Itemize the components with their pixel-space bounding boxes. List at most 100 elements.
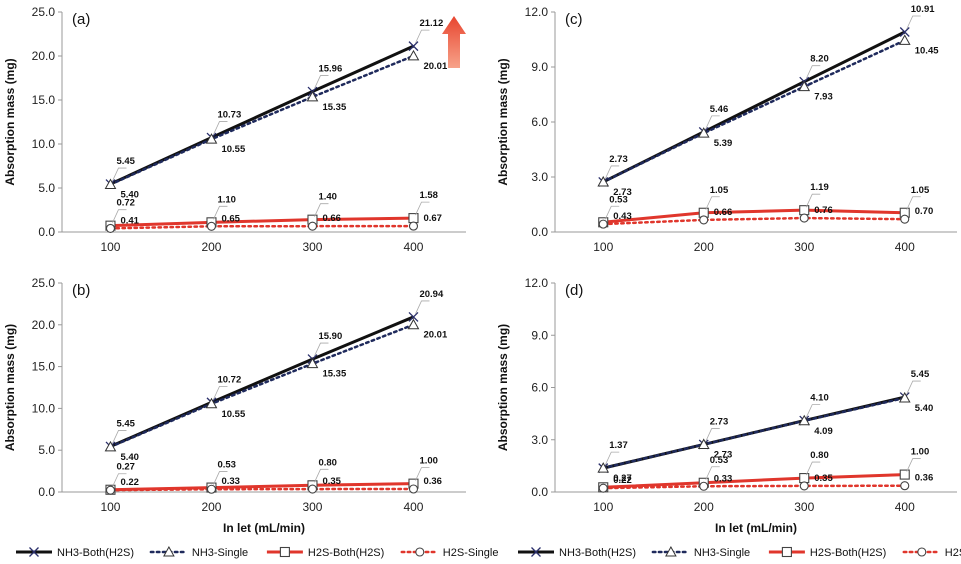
data-point xyxy=(699,481,709,491)
up-arrow-icon xyxy=(442,16,466,68)
data-label: 0.27 xyxy=(116,462,135,473)
data-point xyxy=(408,311,419,322)
data-label: 7.93 xyxy=(814,92,833,103)
legend-label: H2S-Single xyxy=(945,547,961,559)
legend-marker xyxy=(415,547,425,557)
y-tick-label: 6.0 xyxy=(531,115,548,129)
data-point xyxy=(799,473,810,484)
data-point xyxy=(105,223,116,233)
x-tick-label: 400 xyxy=(403,500,423,514)
data-label: 0.53 xyxy=(217,460,236,471)
label-leader xyxy=(604,451,620,466)
data-label: 0.22 xyxy=(613,475,632,486)
data-label: 1.19 xyxy=(810,182,829,193)
series-nh3-single xyxy=(109,323,415,449)
data-point xyxy=(798,80,811,92)
data-label: 8.20 xyxy=(810,54,829,65)
data-label: 2.73 xyxy=(613,187,632,198)
data-label: 1.00 xyxy=(419,456,438,467)
label-leader xyxy=(415,300,430,315)
data-point xyxy=(898,391,911,403)
label-leader xyxy=(112,167,127,182)
label-leader xyxy=(314,468,329,483)
series-markers: 0.53 1.05 1.19 1.05 xyxy=(598,182,930,228)
label-leader xyxy=(112,430,127,444)
y-tick-label: 0.0 xyxy=(531,225,548,239)
data-label: 4.10 xyxy=(810,393,829,404)
data-label: 0.53 xyxy=(710,455,729,466)
legend-marker xyxy=(665,545,677,557)
data-label: 10.55 xyxy=(221,409,245,420)
series-line xyxy=(110,216,414,228)
legend-label: H2S-Single xyxy=(443,547,499,559)
data-label: 10.72 xyxy=(217,374,241,385)
series-markers: 2.73 5.39 7.93 10.45 xyxy=(597,34,939,198)
data-point xyxy=(306,357,319,369)
legend-item: NH3-Single xyxy=(651,545,750,559)
legend-item: H2S-Both(H2S) xyxy=(266,546,384,559)
series-line xyxy=(109,224,415,230)
series-line xyxy=(109,54,415,186)
data-label: 15.96 xyxy=(318,64,342,75)
data-point xyxy=(407,318,420,330)
data-label: 1.05 xyxy=(710,185,729,196)
data-point xyxy=(306,90,319,102)
series-line xyxy=(603,473,905,489)
panel-label: (d) xyxy=(565,282,583,299)
label-leader xyxy=(805,193,821,208)
label-leader xyxy=(112,209,127,223)
data-label: 5.45 xyxy=(911,369,930,380)
legend-left: NH3-Both(H2S) NH3-Single H2S-Both(H2S) H2S-… xyxy=(16,545,499,559)
data-label: 0.80 xyxy=(318,457,337,468)
data-label: 5.45 xyxy=(116,156,135,167)
data-label: 0.43 xyxy=(613,211,632,222)
legend-label: H2S-Both(H2S) xyxy=(308,547,384,559)
data-label: 5.39 xyxy=(714,138,733,149)
x-tick-label: 200 xyxy=(201,500,221,514)
y-tick-label: 5.0 xyxy=(38,181,55,195)
legend-item: H2S-Both(H2S) xyxy=(768,546,886,559)
series-line xyxy=(109,487,415,492)
data-point xyxy=(697,438,710,449)
y-tick-label: 15.0 xyxy=(32,360,56,374)
legend-item: H2S-Single xyxy=(902,547,961,559)
legend-label: NH3-Single xyxy=(694,547,750,559)
legend-marker xyxy=(163,545,175,557)
label-leader xyxy=(906,15,921,30)
label-leader xyxy=(415,29,430,44)
x-tick-label: 400 xyxy=(895,500,915,514)
legend-right: NH3-Both(H2S) NH3-Single H2S-Both(H2S) H2S-… xyxy=(518,545,961,559)
data-point xyxy=(899,27,910,37)
data-point xyxy=(898,34,911,45)
series-line xyxy=(601,396,906,470)
data-point xyxy=(206,221,217,231)
y-tick-label: 0.0 xyxy=(531,485,548,499)
label-leader xyxy=(415,201,430,216)
data-label: 15.90 xyxy=(318,331,342,342)
data-label: 2.73 xyxy=(609,154,628,165)
x-tick-label: 300 xyxy=(302,500,322,514)
chart-panel-d: 0.0 3.0 6.0 9.0 12.0 100 200 300 400 Absorption m… xyxy=(496,276,957,535)
series-nh3-single xyxy=(601,396,906,470)
y-tick-label: 10.0 xyxy=(32,401,56,415)
data-point xyxy=(697,127,710,138)
data-label: 0.67 xyxy=(423,213,442,224)
y-tick-label: 12.0 xyxy=(525,5,549,19)
chart-panel-a: 0.0 5.0 10.0 15.0 20.0 25.0 100 200 300 400 Absorp… xyxy=(3,5,466,254)
data-point xyxy=(407,49,420,61)
data-label: 0.41 xyxy=(120,215,139,226)
data-point xyxy=(598,483,608,493)
data-label: 20.94 xyxy=(419,289,443,300)
y-axis-title: Absorption mass (mg) xyxy=(3,324,17,451)
series-h2s-bothh2s xyxy=(603,208,905,224)
data-label: 1.58 xyxy=(419,190,438,201)
series-h2s-bothh2s xyxy=(603,473,905,489)
x-tick-label: 300 xyxy=(794,500,814,514)
label-leader xyxy=(604,205,620,220)
data-point xyxy=(205,133,218,144)
data-label: 1.37 xyxy=(609,440,628,451)
legend-item: NH3-Both(H2S) xyxy=(16,547,134,559)
y-tick-label: 3.0 xyxy=(531,170,548,184)
series-markers: 5.40 10.55 15.35 20.01 xyxy=(104,318,448,463)
